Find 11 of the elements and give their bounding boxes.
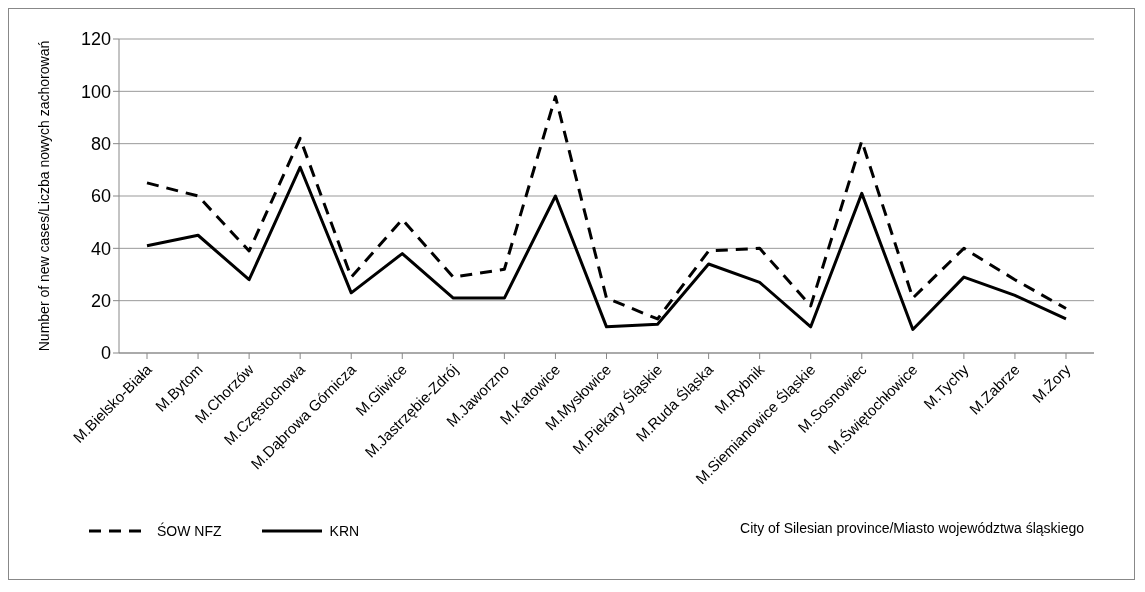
y-tick-label: 60 [90, 186, 111, 207]
y-tick-label: 20 [90, 291, 111, 312]
x-axis-title: City of Silesian province/Miasto województwa śląskiego [740, 520, 1085, 536]
y-tick-label: 0 [100, 343, 111, 364]
y-tick-label: 40 [90, 238, 111, 259]
y-tick-label: 120 [80, 29, 111, 50]
legend-label: ŚOW NFZ [157, 523, 222, 539]
y-axis-title: Number of new cases/Liczba nowych zachorowań [35, 40, 52, 352]
y-tick-label: 100 [80, 81, 111, 102]
y-tick-label: 80 [90, 134, 111, 155]
legend-label: KRN [329, 523, 360, 539]
